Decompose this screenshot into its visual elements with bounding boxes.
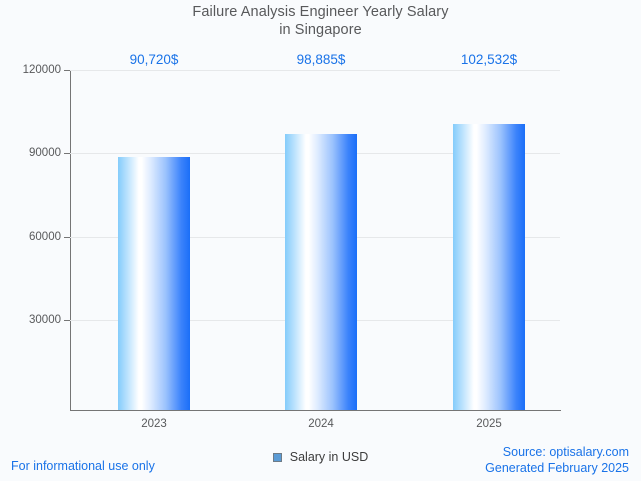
y-axis-line [70, 70, 71, 411]
bar-2024[interactable] [285, 134, 357, 410]
x-axis-line [70, 410, 561, 411]
bar-2023[interactable] [118, 157, 190, 410]
chart-title-line-2: in Singapore [279, 22, 362, 38]
bar-2025[interactable] [453, 124, 525, 410]
gridline-120000 [70, 70, 560, 71]
source-block: Source: optisalary.com Generated Februar… [485, 445, 629, 476]
y-tick-mark-90000 [64, 153, 70, 154]
source-text: Source: optisalary.com [502, 445, 629, 459]
y-tick-mark-60000 [64, 237, 70, 238]
disclaimer-text: For informational use only [11, 459, 155, 473]
legend-item-label: Salary in USD [289, 450, 369, 464]
x-tick-label-2024: 2024 [308, 418, 334, 430]
chart-title: Failure Analysis Engineer Yearly Salary … [0, 3, 641, 39]
y-tick-label-120000: 120000 [22, 64, 61, 76]
legend-swatch-icon [272, 452, 282, 462]
y-tick-label-90000: 90000 [29, 147, 61, 159]
x-tick-label-2025: 2025 [476, 418, 502, 430]
y-tick-mark-30000 [64, 320, 70, 321]
generated-date-text: Generated February 2025 [485, 460, 629, 475]
plot-area [70, 70, 560, 410]
chart-title-line-1: Failure Analysis Engineer Yearly Salary [192, 4, 449, 20]
legend-item-salary-in-usd[interactable]: Salary in USD [272, 450, 369, 464]
bar-value-label-2024: 98,885$ [296, 52, 346, 67]
y-axis: 120000 90000 60000 30000 [0, 0, 70, 481]
bar-value-label-2023: 90,720$ [129, 52, 179, 67]
bar-value-label-2025: 102,532$ [460, 52, 518, 67]
chart-legend: Salary in USD [0, 450, 641, 464]
y-tick-label-60000: 60000 [29, 231, 61, 243]
y-tick-label-30000: 30000 [29, 314, 61, 326]
y-tick-mark-120000 [64, 70, 70, 71]
x-tick-label-2023: 2023 [141, 418, 167, 430]
